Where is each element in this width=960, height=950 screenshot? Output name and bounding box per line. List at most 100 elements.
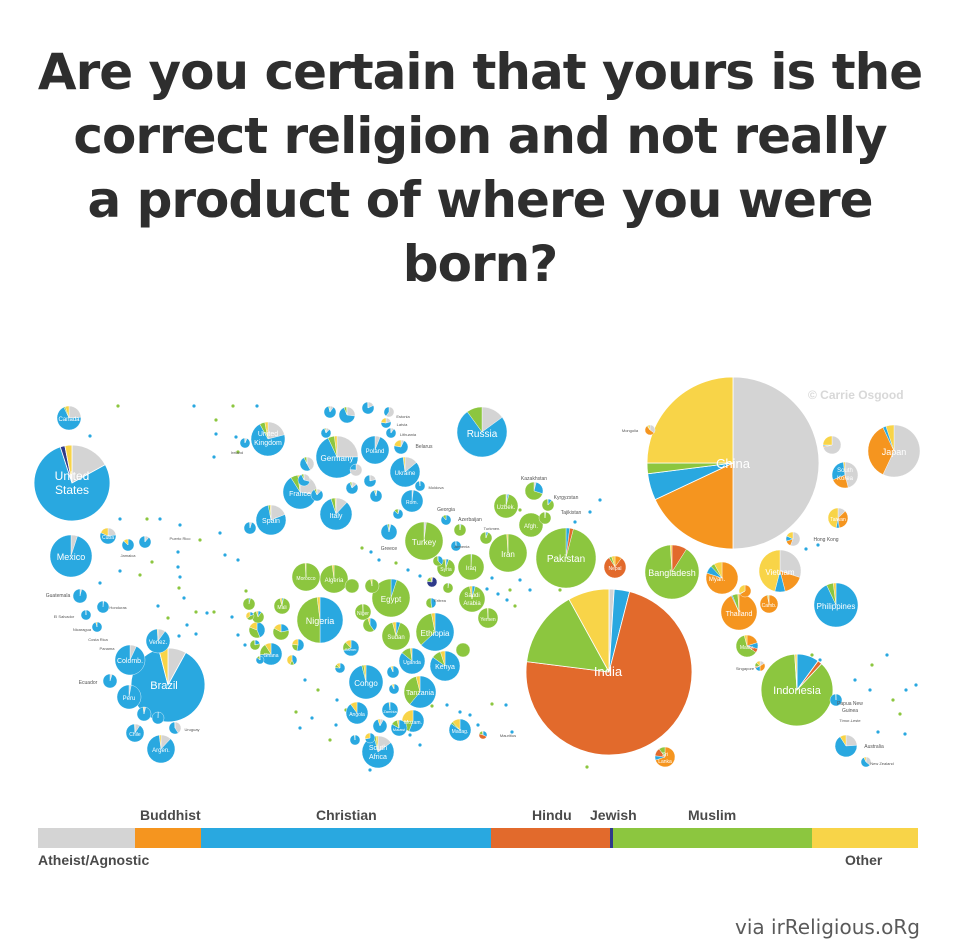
country-pie-mauritius — [478, 730, 488, 740]
country-pie-malaysia — [735, 634, 759, 658]
pie-slice-christian — [72, 588, 88, 604]
country-label: Iraq — [466, 566, 476, 572]
pie-slice-buddhist — [837, 510, 849, 529]
minor-country-dot — [885, 653, 889, 657]
pie-slice-muslim — [524, 481, 543, 501]
country-label: Congo — [354, 679, 378, 688]
pie-slice-other — [334, 497, 337, 515]
pie-slice-other — [506, 533, 509, 554]
pie-slice-christian — [408, 709, 425, 733]
pie-slice-muslim — [735, 635, 757, 658]
pie-slice-muslim — [344, 578, 360, 594]
pie-slice-christian — [345, 482, 359, 495]
pie-slice-other — [885, 424, 895, 452]
minor-country-dot — [88, 434, 92, 438]
country-label: Nigeria — [306, 616, 335, 626]
minor-country-dot — [588, 510, 592, 514]
minor-country-dot — [145, 517, 149, 521]
minor-country-dot — [368, 768, 372, 772]
country-label: Iran — [501, 550, 515, 559]
pie-slice-christian — [239, 437, 251, 449]
minor-country-dot — [898, 712, 902, 716]
religion-bubble-map: ChinaIndiaUnitedStatesIndonesiaBrazilPak… — [33, 376, 921, 772]
minor-country-dot — [903, 732, 907, 736]
minor-country-dot — [904, 688, 908, 692]
minor-country-dot — [816, 543, 820, 547]
pie-slice-christian — [338, 407, 356, 424]
legend-label-buddhist: Buddhist — [140, 807, 201, 823]
pie-slice-other — [786, 531, 794, 540]
pie-slice-christian — [116, 684, 142, 710]
minor-country-dot — [182, 596, 186, 600]
country-label: Mauritius — [500, 733, 516, 738]
country-label: Philippines — [817, 602, 856, 611]
pie-slice-christian — [320, 427, 332, 439]
pie-slice-christian — [114, 644, 146, 676]
country-pie-moldova — [414, 480, 426, 492]
country-label: Panama — [100, 646, 116, 651]
country-pie-haiti — [121, 538, 135, 552]
pie-slice-atheist — [790, 531, 801, 547]
minor-country-dot — [294, 710, 298, 714]
pie-slice-other — [768, 594, 770, 605]
country-pie-togo — [286, 654, 298, 666]
minor-country-dot — [876, 730, 880, 734]
pie-slice-other — [393, 439, 402, 448]
country-labels: ChinaIndiaUnitedStatesIndonesiaBrazilPak… — [46, 414, 907, 766]
minor-country-dot — [236, 558, 240, 562]
country-label: Russia — [467, 429, 498, 440]
pie-slice-muslim — [541, 498, 555, 512]
country-label: Tajikistan — [561, 510, 582, 516]
pie-slice-muslim — [467, 406, 483, 433]
country-pie-afghanistan — [518, 512, 544, 538]
country-pie-ivory-coast — [248, 621, 266, 639]
legend-label-atheist: Atheist/Agnostic — [38, 852, 150, 868]
minor-country-dot — [176, 550, 180, 554]
country-pie-nepal — [603, 555, 627, 579]
minor-country-dot — [853, 678, 857, 682]
country-label: Argen. — [152, 748, 170, 754]
country-pie-bulgaria — [392, 508, 404, 520]
pie-slice-other — [396, 719, 400, 729]
pie-slice-other — [794, 653, 798, 691]
pie-slice-other — [354, 734, 356, 741]
legend-label-muslim: Muslim — [688, 807, 737, 823]
pie-slice-christian — [99, 532, 117, 545]
headline-line-3: a product of where you were — [87, 171, 873, 229]
pie-slice-other — [863, 756, 867, 763]
legend-segment-other — [812, 828, 918, 848]
country-pie-guinea-bissau — [245, 611, 255, 621]
country-label: Uzbek. — [497, 505, 516, 511]
minor-country-dot — [485, 587, 489, 591]
minor-country-dot — [430, 704, 434, 708]
country-pie-north-korea — [822, 435, 842, 455]
country-pie-venezuela — [145, 628, 171, 654]
country-pie-madagascar — [448, 718, 472, 742]
pie-slice-atheist — [385, 406, 395, 418]
legend-label-other: Other — [845, 852, 883, 868]
country-label: Ukraine — [395, 471, 416, 477]
country-pie-burkina-faso — [272, 623, 290, 641]
pie-slice-other — [279, 597, 283, 607]
country-pie-serbia — [369, 489, 383, 503]
minor-country-dot — [158, 517, 162, 521]
country-pie-algeria — [319, 564, 349, 594]
country-pie-georgia — [440, 514, 452, 526]
pie-slice-christian — [319, 596, 344, 644]
pie-slice-other — [64, 444, 73, 484]
country-pie-latvia — [380, 417, 392, 429]
pie-slice-muslim — [387, 523, 390, 533]
country-label: Sri — [662, 752, 668, 758]
pie-slice-other — [402, 456, 406, 473]
pie-slice-christian — [456, 411, 508, 458]
country-pie-ghana — [259, 642, 283, 666]
headline: Are you certain that yours is the correc… — [0, 40, 960, 296]
country-pie-senegal — [242, 597, 256, 611]
pie-slice-other — [332, 564, 335, 580]
country-pie-peru — [116, 684, 142, 710]
minor-country-dot — [244, 589, 248, 593]
country-label: Italy — [330, 513, 343, 520]
country-label: Uruguay — [184, 727, 199, 732]
pie-slice-christian — [369, 489, 383, 503]
country-label: Guinea — [842, 708, 858, 714]
